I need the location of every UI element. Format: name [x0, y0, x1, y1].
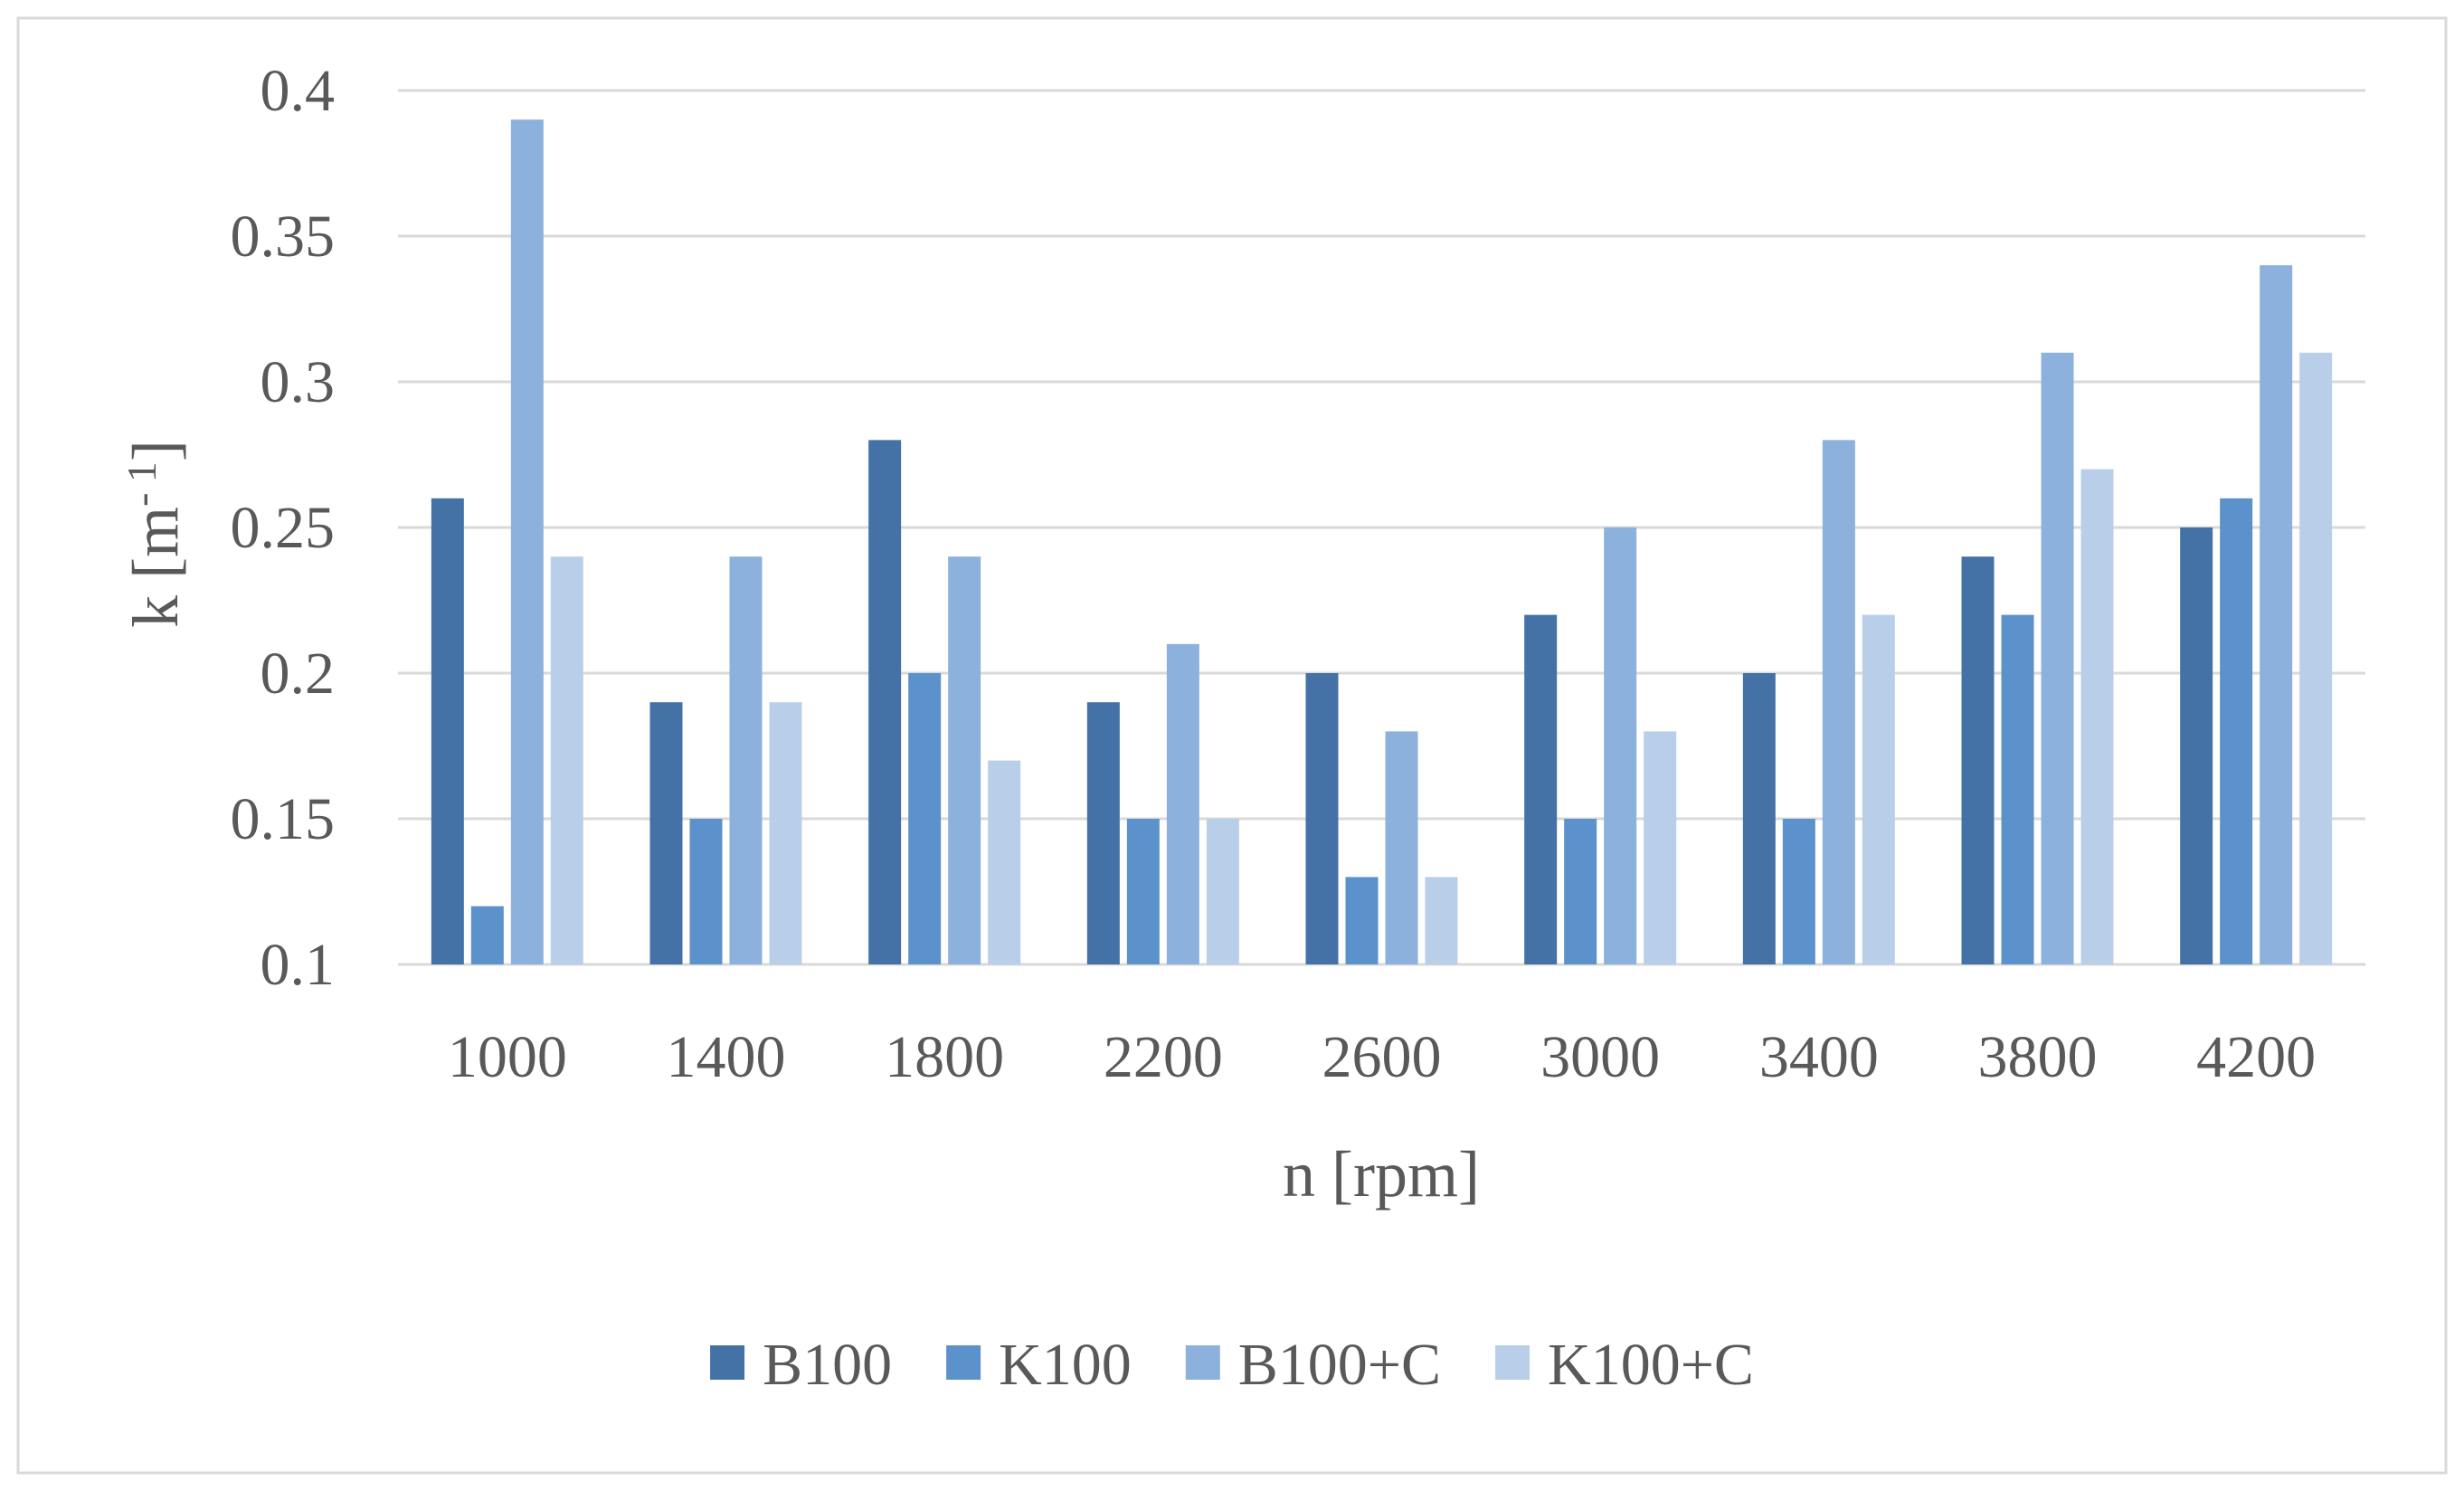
bar-k100-plus-c-2200 [1206, 819, 1239, 964]
bar-k100-plus-c-3800 [2080, 469, 2114, 964]
legend-item-b100-plus-c: B100+C [1185, 1332, 1441, 1398]
x-tick-label: 3000 [1540, 1024, 1660, 1090]
bar-k100-2200 [1126, 819, 1160, 964]
bar-k100-3800 [2001, 614, 2034, 964]
legend-label: B100+C [1238, 1332, 1441, 1398]
y-tick-label: 0.4 [261, 58, 336, 124]
y-axis-title-close: ] [119, 440, 192, 461]
legend-item-k100-plus-c: K100+C [1495, 1332, 1754, 1398]
gridlines [398, 89, 2365, 966]
y-tick-label: 0.25 [231, 495, 336, 561]
bar-b100-plus-c-3000 [1604, 527, 1637, 964]
bar-b100-1800 [868, 440, 902, 964]
x-tick-label: 2200 [1104, 1024, 1223, 1090]
bar-b100-plus-c-1000 [510, 119, 544, 964]
bar-b100-1400 [649, 702, 683, 964]
legend-swatch [946, 1345, 981, 1380]
bar-b100-plus-c-1800 [948, 556, 981, 964]
y-tick-label: 0.3 [261, 349, 336, 415]
x-tick-label: 3800 [1978, 1024, 2098, 1090]
bar-k100-2600 [1345, 877, 1379, 964]
x-tick-label: 3400 [1759, 1024, 1879, 1090]
bar-b100-3400 [1742, 673, 1776, 964]
bar-k100-1400 [689, 819, 723, 964]
legend-swatch [1185, 1345, 1220, 1380]
x-tick-label: 4200 [2196, 1024, 2316, 1090]
legend-swatch [710, 1345, 745, 1380]
y-tick-label: 0.35 [231, 204, 336, 270]
bar-b100-plus-c-1400 [729, 556, 763, 964]
bar-k100-plus-c-2600 [1425, 877, 1458, 964]
legend-label: B100 [763, 1332, 892, 1398]
bar-k100-plus-c-4200 [2299, 352, 2333, 964]
x-tick-label: 1400 [667, 1024, 786, 1090]
x-axis-title: n [rpm] [1283, 1138, 1480, 1211]
bar-k100-plus-c-1400 [769, 702, 802, 964]
y-axis-title-superscript: - 1 [118, 461, 165, 507]
bar-k100-plus-c-3000 [1644, 731, 1677, 964]
bar-k100-1800 [908, 673, 942, 964]
bar-b100-3000 [1524, 614, 1558, 964]
legend-item-k100: K100 [946, 1332, 1132, 1398]
bar-b100-1000 [431, 498, 464, 964]
x-tick-label: 2600 [1322, 1024, 1442, 1090]
y-tick-label: 0.1 [261, 932, 336, 998]
bar-b100-plus-c-2200 [1166, 643, 1199, 964]
legend-swatch [1495, 1345, 1531, 1380]
bar-b100-4200 [2180, 527, 2213, 964]
x-axis-ticks: 1000 1400 1800 2200 2600 3000 3400 3800 4200 [448, 1024, 2316, 1090]
bar-b100-2200 [1086, 702, 1120, 964]
bar-k100-plus-c-3400 [1862, 614, 1895, 964]
y-tick-label: 0.15 [231, 786, 336, 852]
bar-b100-plus-c-4200 [2260, 265, 2293, 964]
y-axis-title-main: k [m [119, 507, 192, 628]
bar-k100-plus-c-1000 [550, 556, 583, 964]
legend-item-b100: B100 [710, 1332, 892, 1398]
bar-b100-3800 [1961, 556, 1995, 964]
bar-k100-plus-c-1800 [988, 760, 1021, 964]
y-axis-title: k [m- 1] [118, 440, 192, 628]
legend-label: K100+C [1548, 1332, 1754, 1398]
y-axis-ticks: 0.1 0.15 0.2 0.25 0.3 0.35 0.4 [231, 58, 336, 998]
x-tick-label: 1800 [885, 1024, 1004, 1090]
bar-b100-plus-c-3800 [2041, 352, 2074, 964]
bar-k100-3400 [1782, 819, 1815, 964]
x-tick-label: 1000 [448, 1024, 567, 1090]
bar-k100-3000 [1564, 819, 1597, 964]
legend: B100 K100 B100+C K100+C [710, 1332, 1754, 1398]
bar-k100-1000 [470, 906, 504, 964]
bar-k100-4200 [2220, 498, 2253, 964]
y-tick-label: 0.2 [261, 641, 336, 707]
bar-b100-2600 [1305, 673, 1339, 964]
bar-b100-plus-c-3400 [1822, 440, 1855, 964]
bar-b100-plus-c-2600 [1385, 731, 1418, 964]
bars [431, 119, 2333, 964]
legend-label: K100 [999, 1332, 1132, 1398]
